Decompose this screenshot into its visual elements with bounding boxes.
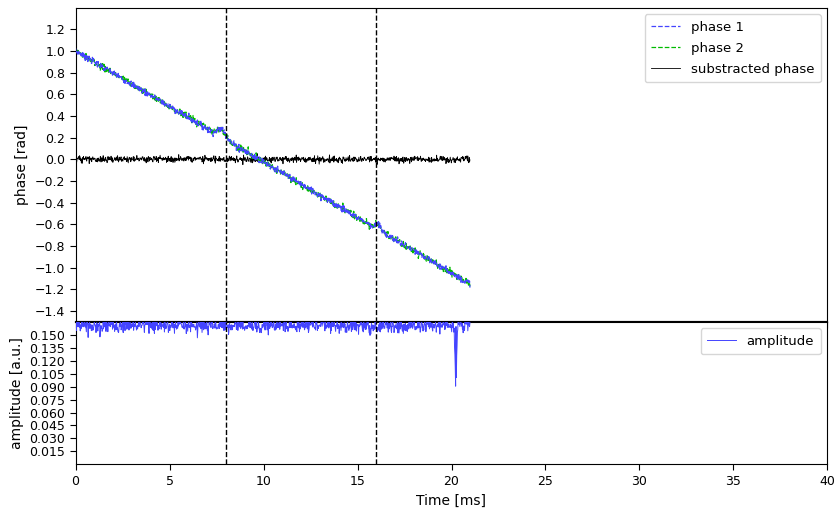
phase 1	[202, 126, 213, 133]
Line: phase 2: phase 2	[76, 50, 470, 286]
amplitude	[202, 328, 213, 334]
phase 2	[203, 129, 213, 135]
substracted phase	[203, 156, 213, 162]
Line: substracted phase: substracted phase	[76, 154, 470, 165]
Y-axis label: phase [rad]: phase [rad]	[15, 124, 29, 205]
X-axis label: Time [ms]: Time [ms]	[417, 493, 486, 507]
phase 2	[71, 49, 81, 55]
Legend: amplitude: amplitude	[701, 328, 821, 354]
phase 2	[202, 124, 213, 130]
Y-axis label: amplitude [a.u.]: amplitude [a.u.]	[9, 337, 24, 449]
Line: amplitude: amplitude	[76, 313, 470, 386]
Legend: phase 1, phase 2, substracted phase: phase 1, phase 2, substracted phase	[644, 14, 821, 83]
substracted phase	[202, 157, 213, 163]
substracted phase	[71, 158, 81, 165]
amplitude	[203, 332, 213, 338]
phase 1	[203, 125, 213, 132]
amplitude	[71, 323, 81, 329]
Line: phase 1: phase 1	[76, 49, 470, 287]
phase 1	[71, 45, 81, 52]
